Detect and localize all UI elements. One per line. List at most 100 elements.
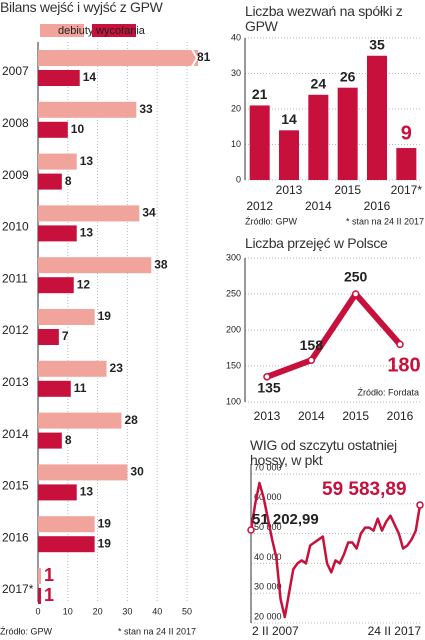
y-tick-label: 300 (226, 252, 241, 262)
chart-title: Liczba wezwań na spółki z GPW (245, 3, 403, 34)
y-tick-label: 2016 (2, 530, 29, 544)
data-label: 14 (281, 111, 297, 127)
bar (38, 101, 137, 118)
data-label: 34 (142, 206, 156, 220)
y-tick-label: 20 (231, 103, 241, 113)
y-tick-label: 70 000 (254, 462, 282, 472)
data-label: 8 (65, 174, 72, 188)
y-tick-label: 20 000 (254, 611, 282, 621)
bar (38, 412, 122, 429)
y-tick-label: 10 (231, 139, 241, 149)
overflow-arrow (189, 45, 199, 71)
x-tick-label: 2016 (364, 199, 391, 213)
data-label: 250 (344, 269, 368, 285)
bar (367, 55, 387, 180)
note: * stan na 24 II 2017 (346, 216, 424, 226)
bar (38, 464, 128, 481)
data-label: 13 (80, 226, 94, 240)
bar (38, 70, 80, 86)
y-tick-label: 2013 (2, 375, 29, 389)
bar (38, 173, 62, 190)
data-label: 38 (154, 257, 168, 271)
x-tick-label: 40 (152, 606, 162, 616)
legend-swatch (40, 24, 84, 37)
y-tick-label: 50 000 (254, 522, 282, 532)
data-label: 19 (98, 536, 112, 550)
data-label: 11 (74, 381, 87, 395)
y-tick-label: 30 000 (254, 582, 282, 592)
bar (38, 568, 41, 584)
source: Źródło: GPW (245, 216, 298, 226)
legend-label: debiuty (58, 25, 94, 37)
bar (38, 277, 74, 294)
bar (279, 130, 299, 180)
data-label: 7 (62, 329, 69, 343)
y-tick-label: 200 (226, 324, 241, 334)
bar (308, 94, 329, 180)
bar (38, 153, 77, 170)
bar (38, 380, 71, 397)
x-tick-label: 2016 (387, 409, 414, 423)
x-tick-label: 2013 (276, 183, 303, 197)
data-label: 23 (110, 361, 124, 375)
x-tick-label: 20 (93, 606, 103, 616)
annotation: 51 202,99 (252, 511, 319, 528)
data-label: 28 (124, 413, 138, 427)
data-label: 1 (44, 585, 54, 605)
data-label: 180 (387, 355, 420, 377)
chart-title: WIG od szczytu ostatniej hossy, w pkt (250, 437, 397, 468)
x-tick-label: 2014 (298, 409, 325, 423)
bar (38, 432, 62, 449)
bar (38, 484, 77, 501)
data-label: 8 (65, 433, 72, 447)
chart-title: Bilans wejść i wyjść z GPW (0, 0, 163, 15)
marker (351, 290, 360, 298)
y-tick-label: 2011 (2, 271, 28, 285)
y-tick-label: 2007 (2, 64, 29, 78)
data-label: 10 (71, 122, 85, 136)
x-tick-label: 0 (35, 606, 40, 616)
data-label: 19 (98, 516, 112, 530)
bar (38, 516, 95, 533)
y-tick-label: 100 (226, 396, 241, 406)
y-tick-label: 40 000 (254, 552, 282, 562)
annotation: 59 583,89 (322, 479, 407, 500)
data-label: 12 (77, 277, 91, 291)
x-tick-label: 2015 (334, 183, 361, 197)
x-tick-label: 2013 (254, 409, 281, 423)
data-label: 30 (130, 465, 144, 479)
data-label: 158 (300, 337, 324, 353)
data-label: 33 (139, 102, 153, 116)
bar (337, 87, 358, 180)
y-tick-label: 2010 (2, 220, 29, 234)
bars (38, 50, 198, 604)
x-tick-label: 2014 (305, 199, 332, 213)
x-tick-label: 30 (122, 606, 132, 616)
bar (38, 536, 95, 553)
legend-swatch (92, 24, 136, 37)
source: Źródło: Fordata (357, 387, 419, 397)
data-label: 81 (197, 50, 211, 64)
marker (416, 501, 424, 509)
note: * stan na 24 II 2017 (118, 626, 196, 636)
x-tick-label: 2 II 2007 (252, 624, 299, 638)
bar (38, 360, 107, 377)
y-tick-label: 40 (231, 32, 241, 42)
data-label: 19 (98, 309, 112, 323)
y-tick-label: 2015 (2, 479, 29, 493)
y-tick-label: 30 (231, 68, 241, 78)
bar (249, 105, 270, 180)
y-tick-label: 2012 (2, 323, 29, 337)
bar (38, 50, 198, 66)
y-tick-label: 0 (236, 174, 241, 184)
data-label: 135 (257, 380, 281, 396)
data-label: 24 (311, 76, 327, 92)
x-tick-label: 2012 (246, 199, 273, 213)
bar (38, 225, 77, 242)
line (265, 291, 403, 380)
y-tick-label: 2009 (2, 168, 29, 182)
data-label: 35 (369, 36, 385, 52)
x-tick-label: 2017* (391, 183, 423, 197)
